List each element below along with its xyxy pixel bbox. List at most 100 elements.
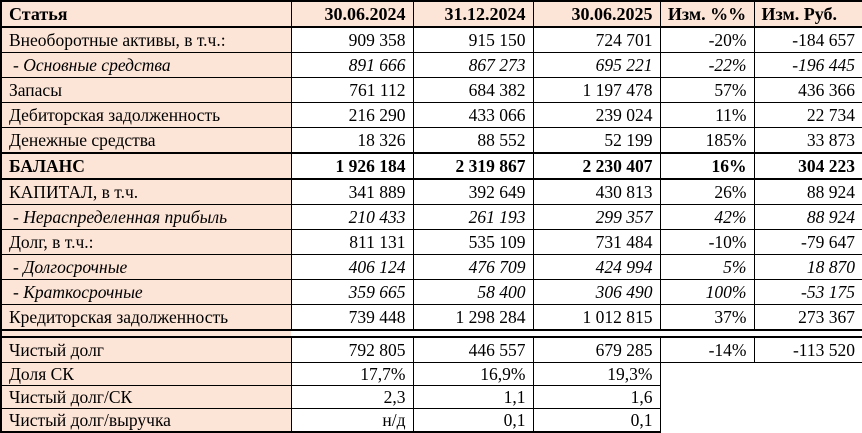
value-cell: 100% (659, 279, 755, 305)
value-cell: 1,1 (412, 385, 534, 409)
table-row: Чистый долг/СК 2,3 1,1 1,6 (0, 385, 862, 409)
value-cell: 1 197 478 (532, 77, 661, 103)
value-cell: 185% (659, 127, 755, 154)
column-header-change-pct: Изм. %% (659, 0, 755, 28)
value-cell: -79 647 (753, 229, 862, 255)
row-label: - Основные средства (0, 52, 292, 78)
value-cell: -113 520 (753, 336, 862, 363)
table-row: Долг, в т.ч.: 811 131 535 109 731 484 -10% -7… (0, 229, 862, 255)
value-cell: 11% (659, 102, 755, 128)
value-cell: -184 657 (753, 26, 862, 53)
table-row: - Долгосрочные 406 124 476 709 424 994 5% 18 … (0, 254, 862, 280)
value-cell: 304 223 (753, 152, 862, 180)
value-cell: -196 445 (753, 52, 862, 78)
spacer-cell (754, 329, 862, 338)
value-cell: 22 734 (753, 102, 862, 128)
value-cell: 1 298 284 (412, 304, 534, 331)
spacer-cell (0, 329, 291, 338)
value-cell: 679 285 (532, 336, 661, 363)
row-label: - Краткосрочные (0, 279, 292, 305)
value-cell: 359 665 (290, 279, 414, 305)
table-body: Внеоборотные активы, в т.ч.: 909 358 915 1… (0, 26, 862, 433)
column-header-statya: Статья (0, 0, 292, 28)
value-cell: 1 926 184 (290, 152, 414, 180)
value-cell: 5% (659, 254, 755, 280)
value-cell: -53 175 (753, 279, 862, 305)
value-cell: 58 400 (412, 279, 534, 305)
value-cell: 306 490 (532, 279, 661, 305)
header-row: Статья 30.06.2024 31.12.2024 30.06.2025 … (0, 0, 862, 28)
value-cell: 239 024 (532, 102, 661, 128)
value-cell: 33 873 (753, 127, 862, 154)
spacer-cell (413, 329, 533, 338)
value-cell: 273 367 (753, 304, 862, 331)
value-cell: 1 012 815 (532, 304, 661, 331)
table-row: БАЛАНС 1 926 184 2 319 867 2 230 407 16% 304 … (0, 152, 862, 180)
value-cell: 406 124 (290, 254, 414, 280)
value-cell: 37% (659, 304, 755, 331)
value-cell: 341 889 (290, 178, 414, 205)
table-row: Внеоборотные активы, в т.ч.: 909 358 915 1… (0, 26, 862, 53)
table-row: Чистый долг 792 805 446 557 679 285 -14% -113… (0, 336, 862, 363)
value-cell: 18 870 (753, 254, 862, 280)
value-cell: 392 649 (412, 178, 534, 205)
empty-cell (660, 386, 754, 409)
table-row: Денежные средства 18 326 88 552 52 199 185% 3… (0, 127, 862, 154)
value-cell: 535 109 (412, 229, 534, 255)
value-cell: 909 358 (290, 26, 414, 53)
row-label: - Нераспределенная прибыль (0, 204, 292, 230)
table-row: - Нераспределенная прибыль 210 433 261 193… (0, 204, 862, 230)
value-cell: 17,7% (290, 362, 414, 386)
value-cell: 299 357 (532, 204, 661, 230)
value-cell: -22% (659, 52, 755, 78)
empty-cell (754, 363, 862, 386)
value-cell: 16% (659, 152, 755, 180)
spacer-cell (533, 329, 660, 338)
empty-cell (660, 363, 754, 386)
value-cell: 724 701 (532, 26, 661, 53)
value-cell: н/д (290, 408, 414, 433)
value-cell: 433 066 (412, 102, 534, 128)
table-row: Доля СК 17,7% 16,9% 19,3% (0, 362, 862, 386)
value-cell: 739 448 (290, 304, 414, 331)
value-cell: 684 382 (412, 77, 534, 103)
value-cell: 0,1 (532, 408, 661, 433)
value-cell: 261 193 (412, 204, 534, 230)
row-label: КАПИТАЛ, в т.ч. (0, 178, 292, 205)
column-header-date-3: 30.06.2025 (532, 0, 661, 28)
value-cell: 915 150 (412, 26, 534, 53)
value-cell: 436 366 (753, 77, 862, 103)
value-cell: 19,3% (532, 362, 661, 386)
value-cell: -14% (659, 336, 755, 363)
empty-cell (754, 386, 862, 409)
column-header-date-2: 31.12.2024 (412, 0, 534, 28)
value-cell: 695 221 (532, 52, 661, 78)
value-cell: 867 273 (412, 52, 534, 78)
empty-cell (754, 409, 862, 433)
row-label: Денежные средства (0, 127, 292, 154)
row-label: Чистый долг/СК (0, 385, 292, 409)
row-label: Долг, в т.ч.: (0, 229, 292, 255)
table-row: - Краткосрочные 359 665 58 400 306 490 100% -… (0, 279, 862, 305)
column-header-date-1: 30.06.2024 (290, 0, 414, 28)
row-label: Запасы (0, 77, 292, 103)
value-cell: 57% (659, 77, 755, 103)
value-cell: 424 994 (532, 254, 661, 280)
table-row: Чистый долг/выручка н/д 0,1 0,1 (0, 408, 862, 433)
row-label: - Долгосрочные (0, 254, 292, 280)
row-label: Кредиторская задолженность (0, 304, 292, 331)
row-label: БАЛАНС (0, 152, 292, 180)
value-cell: 88 924 (753, 204, 862, 230)
value-cell: 761 112 (290, 77, 414, 103)
value-cell: 52 199 (532, 127, 661, 154)
value-cell: 16,9% (412, 362, 534, 386)
column-header-change-rub: Изм. Руб. (753, 0, 862, 28)
value-cell: 0,1 (412, 408, 534, 433)
row-label: Чистый долг/выручка (0, 408, 292, 433)
spacer-cell (291, 329, 413, 338)
value-cell: 18 326 (290, 127, 414, 154)
value-cell: 2 230 407 (532, 152, 661, 180)
value-cell: 446 557 (412, 336, 534, 363)
value-cell: 2 319 867 (412, 152, 534, 180)
